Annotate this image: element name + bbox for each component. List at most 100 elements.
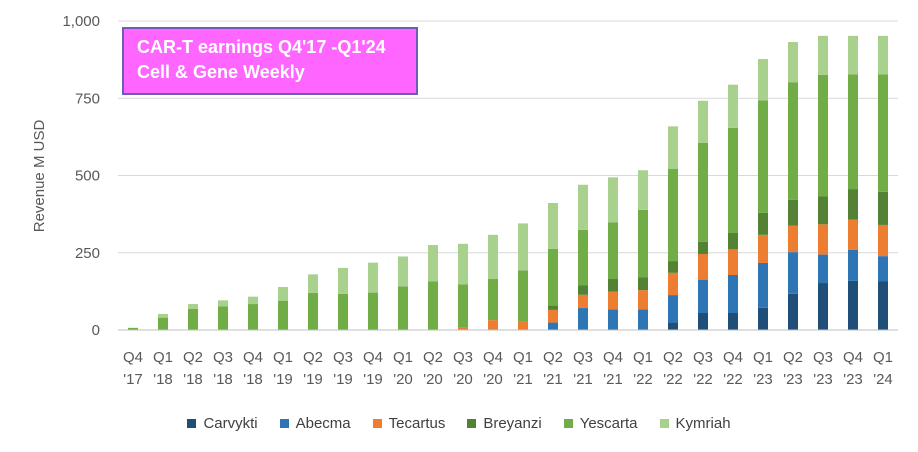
- bar-segment-carvykti: [758, 307, 768, 330]
- x-tick-label-quarter: Q2: [303, 349, 323, 366]
- bar-segment-abecma: [638, 309, 648, 330]
- legend: Carvykti Abecma Tecartus Breyanzi Yescarta Ky…: [0, 412, 918, 434]
- bar-segment-kymriah: [248, 296, 258, 305]
- x-tick-label-quarter: Q4: [483, 349, 503, 366]
- bar-segment-kymriah: [428, 245, 438, 282]
- x-tick-label-year: '19: [333, 371, 353, 388]
- bar-segment-tecartus: [698, 253, 708, 280]
- bar-segment-kymriah: [728, 84, 738, 128]
- x-tick-label-quarter: Q4: [603, 349, 623, 366]
- x-tick-label-quarter: Q4: [123, 349, 143, 366]
- bar-segment-breyanzi: [758, 212, 768, 235]
- bar-segment-breyanzi: [608, 279, 618, 292]
- bar-segment-kymriah: [398, 256, 408, 287]
- bar-segment-breyanzi: [668, 261, 678, 273]
- x-axis-ticks: Q4 '17 Q1 '18 Q2 '18 Q3 '18 Q4 '18 Q1 '19 Q2 '19 Q3 '19…: [123, 349, 893, 388]
- bar-segment-yescarta: [368, 292, 378, 330]
- bar-segment-yescarta: [698, 142, 708, 242]
- bar-segment-abecma: [668, 295, 678, 323]
- bar-segment-tecartus: [578, 294, 588, 309]
- x-tick-label-quarter: Q3: [213, 349, 233, 366]
- bar-segment-yescarta: [188, 308, 198, 330]
- legend-swatch: [279, 418, 289, 428]
- bar-segment-breyanzi: [788, 199, 798, 226]
- bar-segment-kymriah: [488, 234, 498, 280]
- x-tick-label-year: '21: [513, 371, 533, 388]
- y-tick-label: 0: [92, 322, 100, 339]
- bar-segment-tecartus: [728, 249, 738, 275]
- bar-segment-yescarta: [758, 100, 768, 213]
- y-tick-label: 1,000: [62, 13, 100, 30]
- bar-segment-yescarta: [278, 300, 288, 330]
- bar-segment-kymriah: [368, 262, 378, 293]
- bar-segment-abecma: [788, 252, 798, 294]
- y-tick-label: 750: [75, 90, 100, 107]
- bar-segment-abecma: [818, 254, 828, 284]
- bar-segment-yescarta: [728, 127, 738, 233]
- x-tick-label-year: '17: [123, 371, 143, 388]
- x-tick-label-year: '20: [423, 371, 443, 388]
- x-tick-label-quarter: Q2: [783, 349, 803, 366]
- x-tick-label-year: '20: [453, 371, 473, 388]
- bar-segment-abecma: [848, 249, 858, 281]
- bar-segment-yescarta: [158, 317, 168, 330]
- bar-segment-tecartus: [788, 225, 798, 253]
- x-tick-label-year: '21: [573, 371, 593, 388]
- x-tick-label-year: '18: [153, 371, 173, 388]
- bar-segment-breyanzi: [818, 196, 828, 225]
- bar-segment-tecartus: [488, 320, 498, 330]
- bar-segment-tecartus: [848, 219, 858, 250]
- bar-segment-kymriah: [188, 304, 198, 309]
- legend-item-carvykti: Carvykti: [187, 412, 258, 434]
- x-tick-label-quarter: Q1: [633, 349, 653, 366]
- x-tick-label-quarter: Q2: [663, 349, 683, 366]
- x-tick-label-year: '23: [753, 371, 773, 388]
- bar-segment-breyanzi: [728, 232, 738, 250]
- bar-segment-kymriah: [578, 184, 588, 230]
- bar-segment-yescarta: [308, 292, 318, 330]
- x-tick-label-year: '21: [603, 371, 623, 388]
- bar-segment-yescarta: [878, 74, 888, 192]
- bar-segment-kymriah: [818, 35, 828, 75]
- bar-segment-yescarta: [428, 281, 438, 330]
- bar-segment-kymriah: [158, 313, 168, 318]
- bar-segment-carvykti: [878, 281, 888, 330]
- bar-segment-yescarta: [548, 248, 558, 306]
- bar-segment-yescarta: [398, 286, 408, 330]
- x-tick-label-year: '23: [813, 371, 833, 388]
- bar-segment-yescarta: [668, 169, 678, 262]
- bar-segment-breyanzi: [848, 189, 858, 220]
- legend-item-tecartus: Tecartus: [372, 412, 445, 434]
- x-tick-label-quarter: Q2: [183, 349, 203, 366]
- bar-segment-carvykti: [728, 313, 738, 330]
- bar-segment-breyanzi: [878, 191, 888, 225]
- x-tick-label-quarter: Q3: [573, 349, 593, 366]
- x-tick-label-quarter: Q1: [153, 349, 173, 366]
- bar-segment-carvykti: [668, 322, 678, 330]
- x-tick-label-year: '19: [273, 371, 293, 388]
- bar-segment-abecma: [728, 274, 738, 314]
- x-tick-label-quarter: Q4: [843, 349, 863, 366]
- bar-segment-tecartus: [518, 321, 528, 330]
- bar-segment-kymriah: [758, 59, 768, 101]
- legend-item-breyanzi: Breyanzi: [467, 412, 542, 434]
- y-tick-label: 250: [75, 245, 100, 262]
- bar-segment-abecma: [578, 308, 588, 330]
- x-tick-label-year: '20: [393, 371, 413, 388]
- x-tick-label-year: '22: [723, 371, 743, 388]
- bar-segment-yescarta: [458, 284, 468, 328]
- x-tick-label-year: '19: [303, 371, 323, 388]
- x-tick-label-year: '19: [363, 371, 383, 388]
- x-tick-label-quarter: Q3: [693, 349, 713, 366]
- x-tick-label-quarter: Q4: [363, 349, 383, 366]
- x-tick-label-quarter: Q1: [873, 349, 893, 366]
- legend-swatch: [467, 418, 477, 428]
- x-tick-label-quarter: Q1: [513, 349, 533, 366]
- x-tick-label-year: '24: [873, 371, 893, 388]
- x-tick-label-year: '22: [663, 371, 683, 388]
- x-tick-label-year: '18: [213, 371, 233, 388]
- bar-segment-yescarta: [248, 304, 258, 330]
- bars: [128, 35, 888, 330]
- bar-segment-kymriah: [668, 126, 678, 170]
